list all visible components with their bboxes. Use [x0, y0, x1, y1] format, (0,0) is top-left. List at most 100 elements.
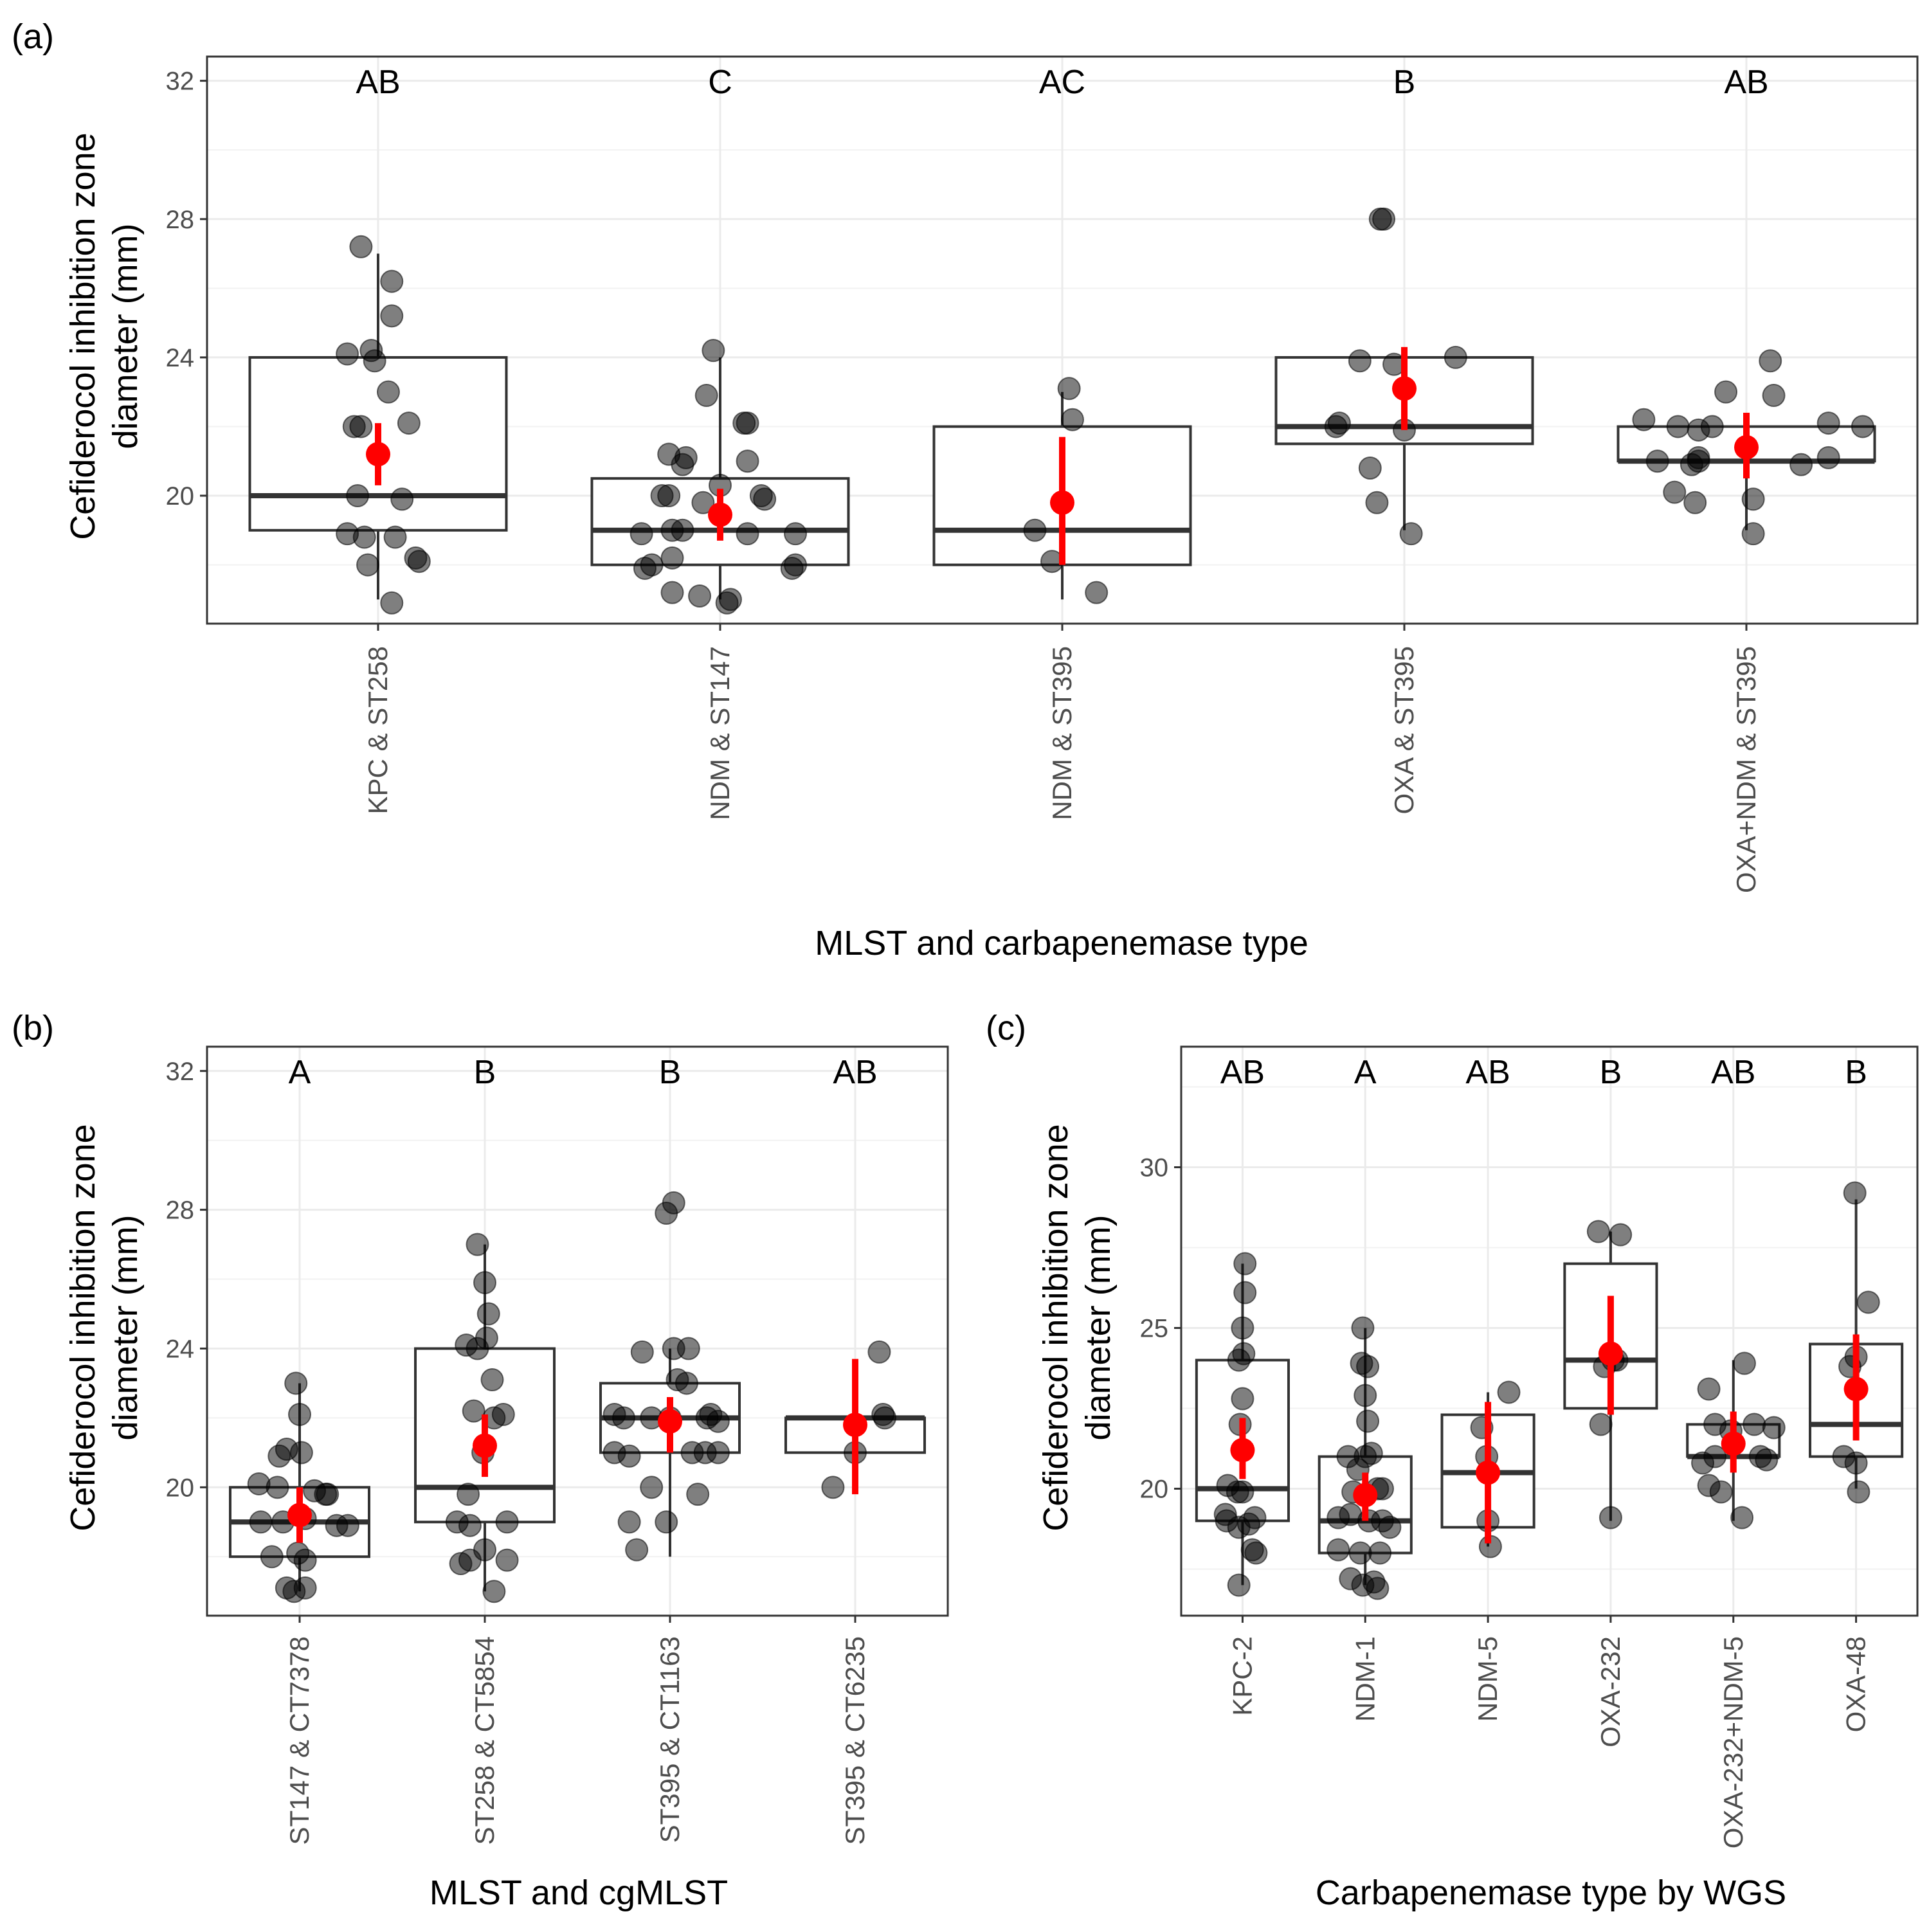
significance-letter-a: AB	[1724, 64, 1768, 101]
data-point-b	[867, 1340, 891, 1364]
y-axis-title-b-line1: Cefiderocol inhibition zone	[64, 1124, 102, 1531]
data-point-a	[349, 235, 373, 258]
x-tick-label-c: KPC-2	[1227, 1636, 1257, 1716]
data-point-b	[260, 1545, 284, 1569]
x-tick-label-c: OXA-232+NDM-5	[1718, 1636, 1748, 1848]
significance-letter-b: A	[289, 1054, 311, 1091]
data-point-b	[293, 1576, 317, 1600]
data-point-a	[1399, 522, 1423, 546]
data-point-c	[1755, 1448, 1779, 1472]
x-tick-label-c: OXA-232	[1595, 1636, 1626, 1747]
data-point-a	[1632, 408, 1656, 431]
data-point-a	[380, 269, 404, 293]
data-point-b	[457, 1483, 480, 1506]
x-tick-label-c: OXA-48	[1841, 1636, 1871, 1732]
data-point-a	[718, 588, 742, 611]
data-point-a	[660, 546, 684, 570]
y-tick-label-a: 20	[166, 482, 195, 510]
data-point-c	[1354, 1384, 1377, 1407]
data-point-a	[1666, 415, 1690, 438]
data-point-c	[1847, 1480, 1870, 1504]
mean-point-b	[658, 1409, 682, 1434]
mean-point-a	[708, 502, 732, 527]
x-tick-label-a: NDM & ST147	[705, 646, 735, 820]
data-point-a	[1741, 487, 1765, 511]
mean-point-c	[1476, 1460, 1501, 1485]
data-point-c	[1732, 1351, 1756, 1375]
data-point-b	[480, 1368, 504, 1392]
data-point-c	[1233, 1252, 1257, 1276]
data-point-a	[1444, 345, 1467, 369]
data-point-b	[289, 1441, 313, 1465]
data-point-a	[380, 591, 404, 615]
data-point-c	[1691, 1451, 1715, 1475]
mean-point-b	[473, 1433, 497, 1458]
y-tick-label-c: 25	[1140, 1315, 1169, 1343]
significance-letter-c: AB	[1711, 1054, 1755, 1091]
data-point-a	[1324, 415, 1348, 438]
data-point-a	[1023, 518, 1047, 542]
data-point-b	[266, 1476, 289, 1499]
data-point-b	[316, 1483, 340, 1506]
data-point-a	[376, 380, 400, 404]
data-point-c	[1356, 1355, 1380, 1378]
data-point-b	[625, 1538, 649, 1562]
data-point-a	[694, 384, 718, 408]
data-point-a	[1700, 415, 1724, 438]
data-point-c	[1589, 1413, 1613, 1436]
data-point-b	[449, 1552, 473, 1576]
mean-point-c	[1230, 1438, 1255, 1463]
data-point-c	[1378, 1515, 1402, 1539]
data-point-a	[1085, 581, 1109, 604]
data-point-a	[352, 525, 376, 549]
data-point-b	[473, 1270, 496, 1294]
mean-point-c	[1843, 1377, 1869, 1402]
y-tick-label-c: 20	[1140, 1476, 1169, 1504]
data-point-a	[363, 349, 386, 373]
data-point-b	[706, 1441, 730, 1465]
data-point-a	[660, 581, 684, 604]
data-point-a	[633, 556, 657, 580]
data-point-b	[655, 1510, 678, 1534]
y-tick-label-c: 30	[1140, 1154, 1169, 1182]
data-point-c	[1244, 1541, 1268, 1565]
mean-point-b	[287, 1503, 312, 1528]
significance-letter-c: B	[1600, 1054, 1622, 1091]
data-point-a	[1762, 384, 1786, 408]
data-point-c	[1231, 1387, 1254, 1411]
data-point-a	[650, 484, 674, 508]
data-point-b	[676, 1337, 700, 1360]
data-point-b	[675, 1371, 698, 1395]
data-point-a	[1741, 522, 1765, 546]
mean-point-c	[1721, 1431, 1746, 1456]
data-point-b	[458, 1513, 482, 1537]
data-point-b	[491, 1403, 515, 1427]
y-axis-title-c-line2: diameter (mm)	[1079, 1214, 1118, 1440]
data-point-a	[1851, 415, 1874, 438]
data-point-b	[466, 1337, 489, 1360]
y-tick-label-a: 28	[166, 206, 195, 234]
data-point-b	[249, 1510, 273, 1534]
data-point-a	[736, 522, 759, 546]
x-tick-label-b: ST395 & CT1163	[655, 1636, 685, 1843]
significance-letter-c: A	[1354, 1054, 1377, 1091]
significance-letter-b: AB	[833, 1054, 877, 1091]
data-point-a	[383, 525, 407, 549]
data-point-a	[784, 522, 808, 546]
data-point-a	[1358, 456, 1382, 480]
data-point-b	[284, 1371, 308, 1395]
panel-label-a: (a)	[12, 17, 54, 56]
data-point-a	[736, 449, 759, 473]
y-tick-label-b: 28	[166, 1196, 195, 1225]
data-point-b	[476, 1302, 500, 1326]
data-point-c	[1856, 1290, 1880, 1314]
significance-letter-c: B	[1845, 1054, 1867, 1091]
data-point-c	[1709, 1480, 1733, 1504]
mean-point-a	[1734, 435, 1759, 460]
x-tick-label-c: NDM-1	[1350, 1636, 1380, 1722]
data-point-b	[662, 1191, 685, 1214]
data-point-c	[1227, 1573, 1251, 1597]
data-point-a	[1816, 411, 1840, 435]
